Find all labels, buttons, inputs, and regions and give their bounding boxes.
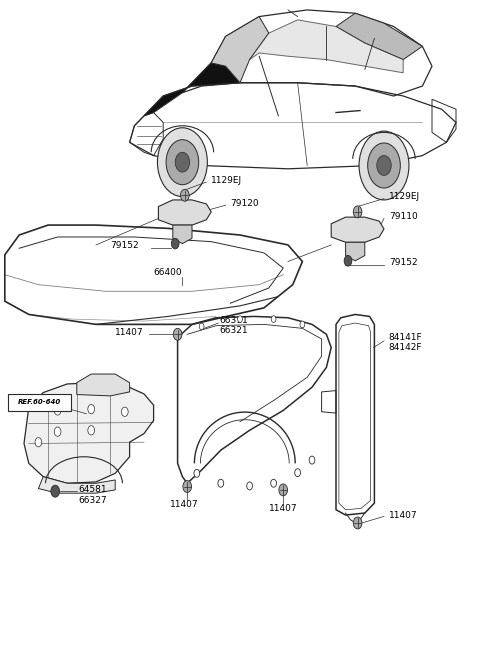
Polygon shape	[24, 383, 154, 483]
Text: 79152: 79152	[389, 258, 418, 267]
Text: 79120: 79120	[230, 199, 259, 208]
Circle shape	[173, 328, 182, 340]
Circle shape	[368, 143, 400, 188]
Text: 11407: 11407	[170, 500, 199, 509]
Polygon shape	[77, 374, 130, 396]
Circle shape	[183, 481, 192, 493]
Circle shape	[295, 469, 300, 477]
Circle shape	[218, 479, 224, 487]
Polygon shape	[250, 20, 403, 73]
Circle shape	[377, 156, 391, 175]
Text: 66327: 66327	[78, 496, 107, 505]
Circle shape	[51, 485, 60, 497]
Circle shape	[194, 469, 200, 477]
Circle shape	[157, 128, 207, 197]
Text: 1129EJ: 1129EJ	[211, 175, 242, 185]
Text: 84141F: 84141F	[389, 333, 422, 342]
Text: REF.60-640: REF.60-640	[18, 399, 61, 405]
Circle shape	[353, 517, 362, 529]
Text: 66311: 66311	[219, 316, 248, 325]
Polygon shape	[211, 17, 269, 83]
Circle shape	[359, 131, 409, 200]
Circle shape	[121, 407, 128, 416]
Text: 1129EJ: 1129EJ	[389, 192, 420, 201]
Circle shape	[344, 256, 352, 266]
Circle shape	[309, 456, 315, 464]
Circle shape	[171, 238, 179, 249]
Text: 11407: 11407	[269, 504, 298, 513]
Text: 66400: 66400	[154, 268, 182, 277]
Text: 79110: 79110	[389, 212, 418, 221]
Circle shape	[88, 426, 95, 435]
Circle shape	[166, 140, 199, 185]
Circle shape	[54, 427, 61, 436]
Circle shape	[175, 152, 190, 172]
Text: 66321: 66321	[219, 326, 248, 335]
Polygon shape	[38, 477, 115, 493]
Polygon shape	[336, 13, 422, 60]
Circle shape	[54, 406, 61, 415]
Text: 11407: 11407	[115, 328, 144, 337]
Polygon shape	[144, 63, 240, 116]
Circle shape	[35, 438, 42, 447]
Polygon shape	[173, 225, 192, 244]
Polygon shape	[158, 200, 211, 225]
Circle shape	[271, 316, 276, 322]
Circle shape	[247, 482, 252, 490]
Polygon shape	[331, 217, 384, 242]
Text: 79152: 79152	[110, 241, 139, 250]
Circle shape	[88, 404, 95, 414]
Circle shape	[238, 316, 242, 322]
Text: 11407: 11407	[389, 510, 418, 520]
Polygon shape	[346, 242, 365, 261]
Circle shape	[300, 321, 305, 328]
Circle shape	[180, 189, 189, 201]
Circle shape	[353, 206, 362, 218]
Circle shape	[271, 479, 276, 487]
Circle shape	[199, 323, 204, 330]
Text: 64581: 64581	[78, 485, 107, 495]
Circle shape	[279, 484, 288, 496]
FancyBboxPatch shape	[8, 394, 71, 411]
Text: 84142F: 84142F	[389, 343, 422, 352]
